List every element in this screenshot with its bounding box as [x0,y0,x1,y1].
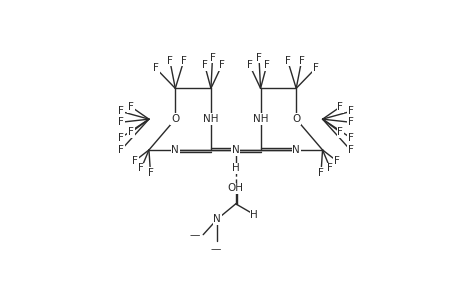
Text: F: F [118,145,124,155]
Text: H: H [231,164,239,173]
Text: F: F [138,164,144,173]
Text: N: N [213,214,220,224]
Text: F: F [118,133,124,142]
Text: F: F [337,102,342,112]
Text: F: F [167,56,173,66]
Text: —: — [189,230,200,240]
Text: F: F [347,133,353,142]
Text: F: F [347,145,353,155]
Text: F: F [128,127,134,137]
Text: F: F [298,56,304,66]
Text: F: F [263,60,269,70]
Text: F: F [132,156,138,166]
Text: —: — [210,244,220,254]
Text: F: F [118,117,124,127]
Text: F: F [209,52,215,63]
Text: F: F [246,60,252,70]
Text: O: O [171,114,179,124]
Text: F: F [128,102,134,112]
Text: F: F [333,156,339,166]
Text: H: H [250,210,257,220]
Text: F: F [147,168,153,178]
Text: F: F [347,117,353,127]
Text: N: N [231,145,239,155]
Text: F: F [256,52,261,63]
Text: F: F [327,164,332,173]
Text: F: F [118,106,124,116]
Text: O: O [291,114,300,124]
Text: OH: OH [227,184,243,194]
Text: NH: NH [252,114,268,124]
Text: F: F [312,63,318,73]
Text: F: F [180,56,186,66]
Text: NH: NH [203,114,218,124]
Text: N: N [291,145,299,155]
Text: F: F [202,60,207,70]
Text: N: N [171,145,179,155]
Text: F: F [153,63,158,73]
Text: F: F [218,60,224,70]
Text: F: F [347,106,353,116]
Text: F: F [337,127,342,137]
Text: F: F [317,168,323,178]
Text: F: F [284,56,290,66]
